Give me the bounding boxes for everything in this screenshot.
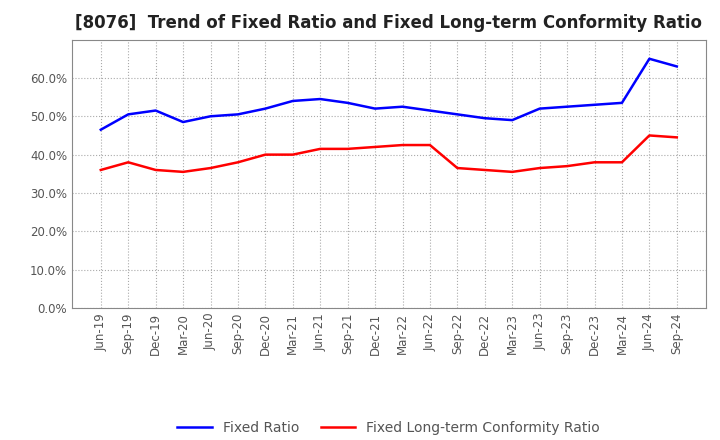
Fixed Ratio: [590, 102, 599, 107]
Fixed Ratio: [151, 108, 160, 113]
Fixed Long-term Conformity Ratio: [124, 160, 132, 165]
Fixed Long-term Conformity Ratio: [453, 165, 462, 171]
Legend: Fixed Ratio, Fixed Long-term Conformity Ratio: Fixed Ratio, Fixed Long-term Conformity …: [172, 415, 606, 440]
Fixed Ratio: [480, 116, 489, 121]
Fixed Long-term Conformity Ratio: [151, 167, 160, 172]
Fixed Ratio: [261, 106, 270, 111]
Fixed Ratio: [536, 106, 544, 111]
Fixed Long-term Conformity Ratio: [480, 167, 489, 172]
Fixed Ratio: [426, 108, 434, 113]
Fixed Long-term Conformity Ratio: [343, 146, 352, 151]
Fixed Long-term Conformity Ratio: [179, 169, 187, 175]
Fixed Ratio: [233, 112, 242, 117]
Fixed Long-term Conformity Ratio: [426, 143, 434, 148]
Fixed Long-term Conformity Ratio: [536, 165, 544, 171]
Line: Fixed Ratio: Fixed Ratio: [101, 59, 677, 130]
Fixed Long-term Conformity Ratio: [672, 135, 681, 140]
Fixed Ratio: [316, 96, 325, 102]
Fixed Long-term Conformity Ratio: [316, 146, 325, 151]
Fixed Long-term Conformity Ratio: [206, 165, 215, 171]
Fixed Long-term Conformity Ratio: [371, 144, 379, 150]
Fixed Ratio: [124, 112, 132, 117]
Title: [8076]  Trend of Fixed Ratio and Fixed Long-term Conformity Ratio: [8076] Trend of Fixed Ratio and Fixed Lo…: [76, 15, 702, 33]
Line: Fixed Long-term Conformity Ratio: Fixed Long-term Conformity Ratio: [101, 136, 677, 172]
Fixed Ratio: [343, 100, 352, 106]
Fixed Long-term Conformity Ratio: [233, 160, 242, 165]
Fixed Long-term Conformity Ratio: [289, 152, 297, 157]
Fixed Ratio: [179, 119, 187, 125]
Fixed Ratio: [398, 104, 407, 109]
Fixed Long-term Conformity Ratio: [96, 167, 105, 172]
Fixed Long-term Conformity Ratio: [508, 169, 516, 175]
Fixed Ratio: [206, 114, 215, 119]
Fixed Ratio: [618, 100, 626, 106]
Fixed Ratio: [453, 112, 462, 117]
Fixed Ratio: [289, 98, 297, 103]
Fixed Ratio: [508, 117, 516, 123]
Fixed Long-term Conformity Ratio: [398, 143, 407, 148]
Fixed Ratio: [371, 106, 379, 111]
Fixed Ratio: [96, 127, 105, 132]
Fixed Long-term Conformity Ratio: [261, 152, 270, 157]
Fixed Ratio: [672, 64, 681, 69]
Fixed Long-term Conformity Ratio: [645, 133, 654, 138]
Fixed Long-term Conformity Ratio: [590, 160, 599, 165]
Fixed Ratio: [645, 56, 654, 62]
Fixed Long-term Conformity Ratio: [618, 160, 626, 165]
Fixed Long-term Conformity Ratio: [563, 164, 572, 169]
Fixed Ratio: [563, 104, 572, 109]
